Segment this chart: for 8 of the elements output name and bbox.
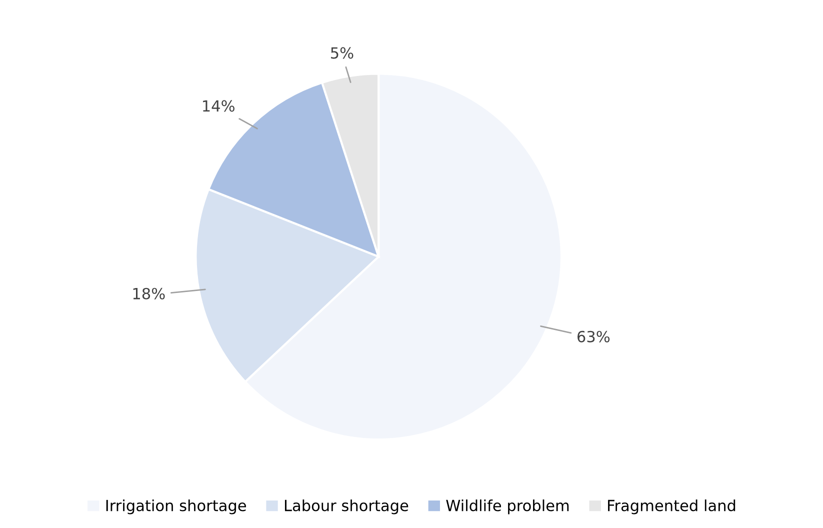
legend-label: Wildlife problem	[446, 499, 569, 514]
legend-label: Irrigation shortage	[106, 499, 246, 514]
legend-label: Fragmented land	[608, 499, 736, 514]
data-label: 5%	[331, 47, 354, 59]
data-label: 63%	[578, 330, 610, 342]
legend-label: Labour shortage	[284, 499, 408, 514]
data-label: 18%	[133, 288, 165, 300]
data-label: 14%	[203, 100, 234, 112]
